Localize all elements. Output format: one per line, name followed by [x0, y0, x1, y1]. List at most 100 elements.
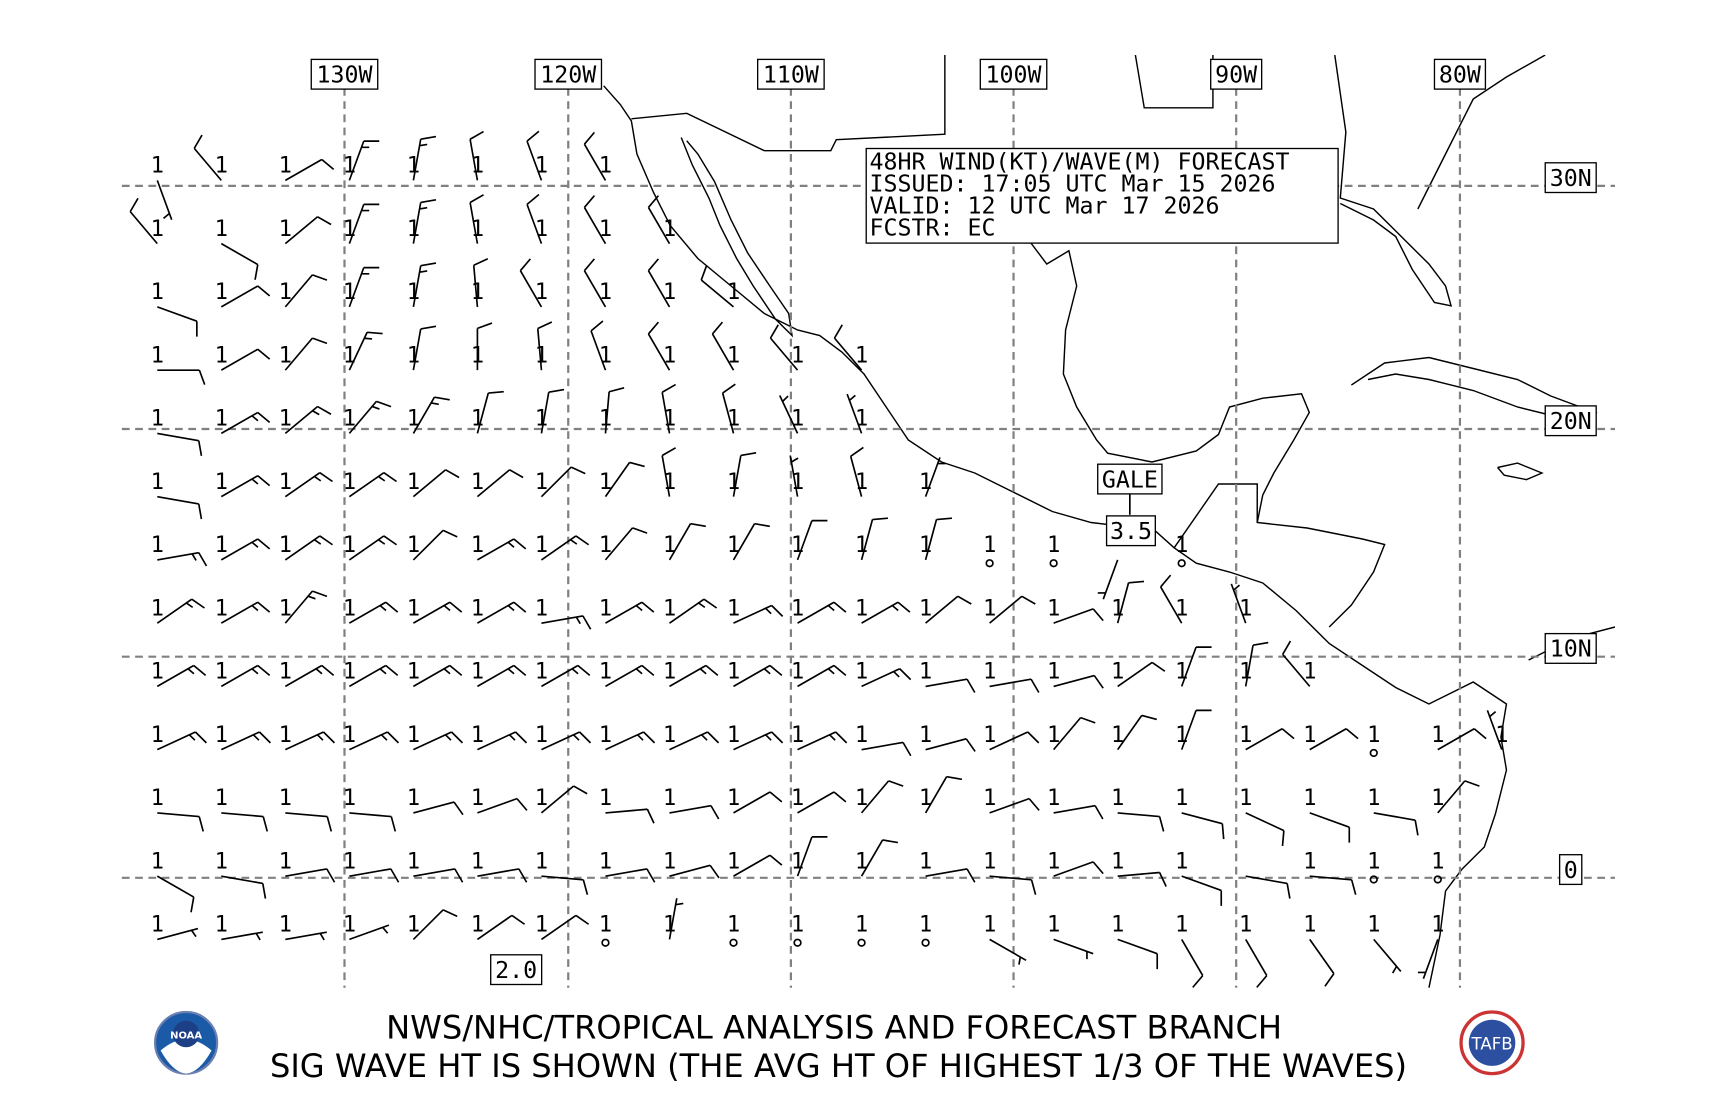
wave-height-value: 1	[343, 723, 356, 748]
wind-barb	[220, 538, 271, 561]
grid-point: 1	[1239, 723, 1295, 751]
wave-height-value: 1	[279, 470, 292, 495]
wind-barb	[412, 664, 463, 688]
wave-height-value: 1	[343, 533, 356, 558]
wave-height-value: 1	[471, 533, 484, 558]
grid-point: 1	[1111, 660, 1166, 688]
wind-barb	[1117, 871, 1167, 887]
wind-barb	[477, 538, 527, 561]
grid-point: 1	[919, 457, 946, 497]
grid-point: 1	[343, 266, 380, 308]
grid-point: 1	[791, 836, 828, 877]
wave-height-value: 1	[983, 533, 996, 558]
grid-point: 1	[1047, 597, 1104, 624]
wave-height-value: 1	[1239, 913, 1252, 938]
grid-point: 1	[526, 130, 548, 181]
wave-height-value: 1	[151, 154, 164, 179]
wind-barb	[284, 216, 332, 245]
lon-label-100w: 100W	[979, 58, 1048, 90]
calm-wind-marker	[729, 938, 738, 947]
wave-height-value: 1	[1431, 850, 1444, 875]
wave-height-value: 1	[215, 344, 228, 369]
grid-point: 1	[919, 913, 932, 947]
grid-point: 1	[343, 597, 399, 624]
wave-height-value: 1	[535, 470, 548, 495]
wind-barb	[1309, 938, 1335, 987]
grid-point: 1	[663, 786, 720, 820]
wind-barb	[797, 601, 847, 624]
wave-height-value: 1	[407, 407, 420, 432]
jamaica	[1497, 462, 1544, 481]
wave-height-value: 1	[791, 913, 804, 938]
calm-wind-marker	[921, 938, 930, 947]
wind-barb	[861, 667, 912, 688]
grid-point: 1	[519, 258, 548, 308]
grid-point: 1	[661, 447, 676, 497]
grid-point: 1	[151, 344, 206, 385]
grid-point: 1	[1230, 583, 1252, 624]
wind-barb	[1181, 875, 1223, 906]
grid-point: 1	[279, 786, 333, 832]
lat-label-10n: 10N	[1544, 632, 1597, 664]
wind-barb	[285, 868, 336, 883]
grid-point: 1	[535, 321, 553, 371]
svg-text:0: 0	[1564, 857, 1578, 884]
grid-point: 1	[855, 660, 912, 688]
grid-point: 1	[855, 913, 868, 947]
wind-barb	[477, 731, 528, 751]
wind-barb	[221, 875, 267, 899]
wind-barb	[924, 457, 946, 497]
wind-barb	[605, 868, 656, 883]
grid-point: 1	[407, 786, 464, 816]
footer-description: SIG WAVE HT IS SHOWN (THE AVG HT OF HIGH…	[270, 1047, 1407, 1085]
wave-height-value: 1	[151, 344, 164, 369]
wave-height-value: 1	[279, 660, 292, 685]
wave-height-value: 1	[407, 597, 420, 622]
wind-barb	[220, 285, 271, 308]
grid-point: 1	[151, 850, 195, 913]
grid-point: 1	[151, 786, 205, 832]
wind-barb	[1417, 939, 1439, 979]
svg-text:TAFB: TAFB	[1470, 1034, 1512, 1053]
wind-barb	[647, 258, 671, 308]
wind-barb	[541, 615, 592, 630]
wave-height-value: 1	[1175, 786, 1188, 811]
wave-height-value: 1	[727, 533, 740, 558]
wind-barb	[412, 909, 458, 940]
wind-barb	[1097, 559, 1119, 600]
wave-height-value: 1	[791, 660, 804, 685]
wind-barb	[1053, 608, 1104, 624]
grid-point: 1	[983, 850, 1037, 895]
wave-height-value: 1	[215, 913, 228, 938]
grid-point: 1	[983, 595, 1036, 624]
grid-point: 1	[919, 660, 976, 693]
grid-point: 1	[471, 850, 528, 883]
lon-label-80w: 80W	[1433, 58, 1487, 90]
grid-point: 1	[663, 660, 719, 688]
grid-point: 1	[727, 723, 784, 751]
grid-point: 1	[1175, 533, 1188, 568]
wave-height-value: 1	[1111, 850, 1124, 875]
grid-point: 1	[1303, 913, 1335, 987]
grid-point: 1	[215, 470, 271, 498]
wind-barb	[605, 808, 655, 824]
grid-point: 1	[471, 469, 524, 498]
wave-height-value: 1	[471, 723, 484, 748]
grid-point: 1	[1367, 913, 1402, 974]
wind-barb	[789, 455, 799, 497]
wave-height-value: 1	[279, 280, 292, 305]
grid-point: 1	[855, 839, 899, 877]
wind-barb	[157, 306, 198, 337]
grid-point: 1	[407, 396, 450, 434]
wave-height-value: 1	[215, 786, 228, 811]
grid-point: 1	[1047, 786, 1104, 820]
wave-height-value: 1	[599, 850, 612, 875]
wind-barb	[157, 927, 199, 941]
grid-point: 1	[215, 344, 271, 371]
grid-point: 1	[1111, 786, 1165, 832]
wave-height-value: 1	[727, 786, 740, 811]
wave-height-value: 1	[791, 344, 804, 369]
wave-height-value: 1	[343, 786, 356, 811]
wind-barb	[1373, 938, 1402, 974]
forecast-info-box: 48HR WIND(KT)/WAVE(M) FORECAST ISSUED: 1…	[865, 147, 1339, 244]
